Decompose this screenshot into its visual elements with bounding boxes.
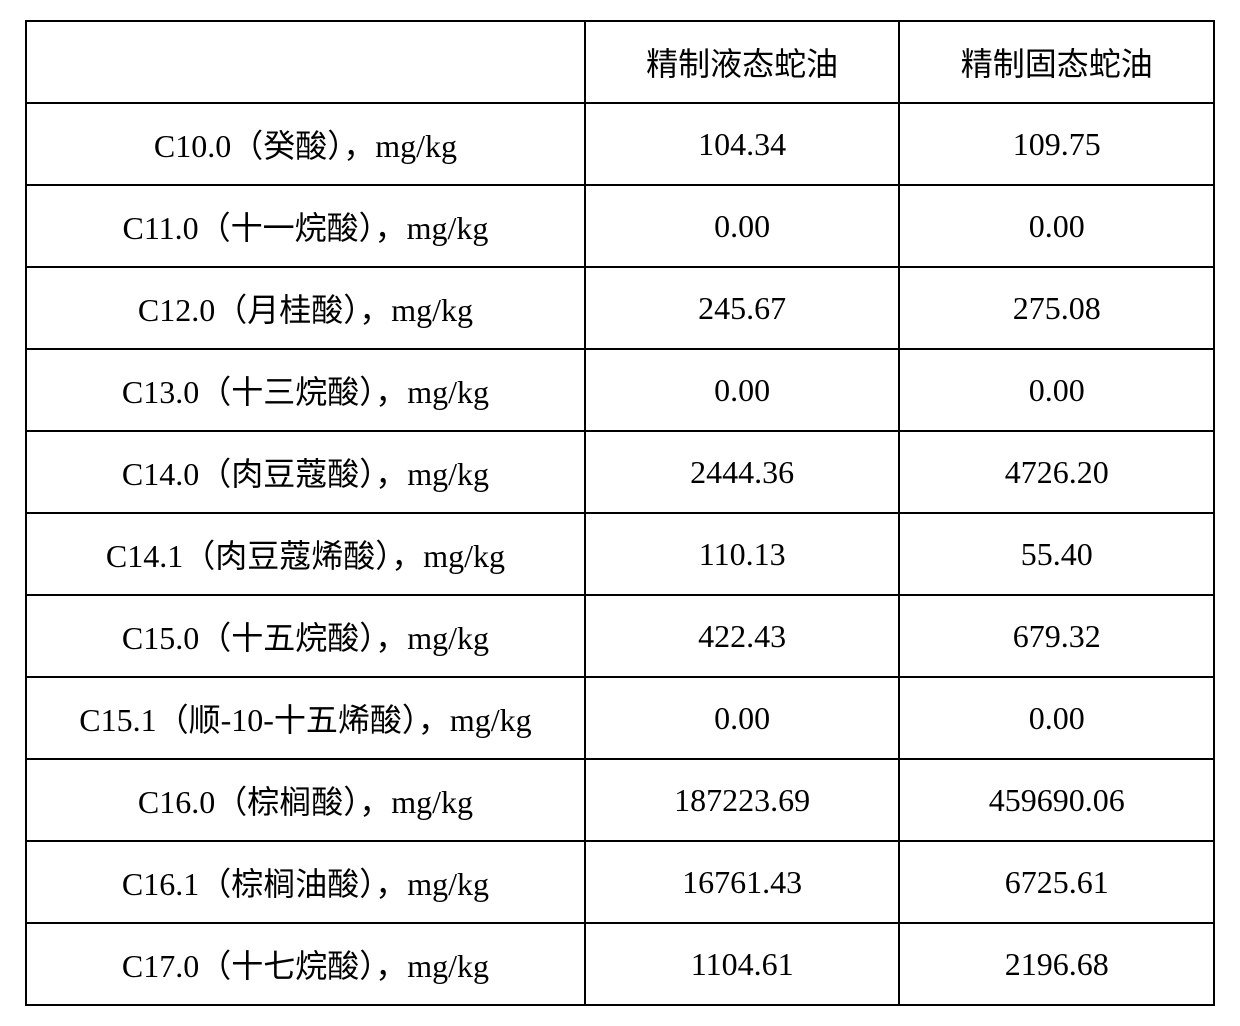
- cell-liquid: 422.43: [585, 595, 900, 677]
- cell-name: C15.1（顺-10-十五烯酸），mg/kg: [26, 677, 585, 759]
- cell-liquid: 1104.61: [585, 923, 900, 1005]
- table-row: C15.0（十五烷酸），mg/kg 422.43 679.32: [26, 595, 1214, 677]
- cell-name: C16.1（棕榈油酸），mg/kg: [26, 841, 585, 923]
- cell-liquid: 110.13: [585, 513, 900, 595]
- cell-solid: 0.00: [899, 677, 1214, 759]
- cell-solid: 109.75: [899, 103, 1214, 185]
- cell-solid: 2196.68: [899, 923, 1214, 1005]
- cell-name: C12.0（月桂酸），mg/kg: [26, 267, 585, 349]
- table-row: C12.0（月桂酸），mg/kg 245.67 275.08: [26, 267, 1214, 349]
- cell-name: C14.1（肉豆蔻烯酸），mg/kg: [26, 513, 585, 595]
- cell-liquid: 0.00: [585, 677, 900, 759]
- cell-name: C13.0（十三烷酸），mg/kg: [26, 349, 585, 431]
- table-row: C14.1（肉豆蔻烯酸），mg/kg 110.13 55.40: [26, 513, 1214, 595]
- cell-name: C16.0（棕榈酸），mg/kg: [26, 759, 585, 841]
- cell-solid: 4726.20: [899, 431, 1214, 513]
- col-header-name: [26, 21, 585, 103]
- fatty-acid-table: 精制液态蛇油 精制固态蛇油 C10.0（癸酸），mg/kg 104.34 109…: [25, 20, 1215, 1006]
- col-header-solid: 精制固态蛇油: [899, 21, 1214, 103]
- table-row: C14.0（肉豆蔻酸），mg/kg 2444.36 4726.20: [26, 431, 1214, 513]
- cell-name: C17.0（十七烷酸），mg/kg: [26, 923, 585, 1005]
- cell-liquid: 0.00: [585, 349, 900, 431]
- cell-solid: 0.00: [899, 349, 1214, 431]
- table-row: C15.1（顺-10-十五烯酸），mg/kg 0.00 0.00: [26, 677, 1214, 759]
- cell-liquid: 187223.69: [585, 759, 900, 841]
- cell-name: C11.0（十一烷酸），mg/kg: [26, 185, 585, 267]
- cell-solid: 6725.61: [899, 841, 1214, 923]
- table-row: C13.0（十三烷酸），mg/kg 0.00 0.00: [26, 349, 1214, 431]
- cell-solid: 275.08: [899, 267, 1214, 349]
- table-row: C17.0（十七烷酸），mg/kg 1104.61 2196.68: [26, 923, 1214, 1005]
- cell-solid: 679.32: [899, 595, 1214, 677]
- cell-liquid: 245.67: [585, 267, 900, 349]
- cell-solid: 0.00: [899, 185, 1214, 267]
- cell-liquid: 104.34: [585, 103, 900, 185]
- table-row: C16.1（棕榈油酸），mg/kg 16761.43 6725.61: [26, 841, 1214, 923]
- cell-solid: 459690.06: [899, 759, 1214, 841]
- cell-liquid: 2444.36: [585, 431, 900, 513]
- cell-solid: 55.40: [899, 513, 1214, 595]
- table-row: C10.0（癸酸），mg/kg 104.34 109.75: [26, 103, 1214, 185]
- cell-liquid: 16761.43: [585, 841, 900, 923]
- cell-name: C15.0（十五烷酸），mg/kg: [26, 595, 585, 677]
- cell-name: C10.0（癸酸），mg/kg: [26, 103, 585, 185]
- table-header-row: 精制液态蛇油 精制固态蛇油: [26, 21, 1214, 103]
- table-row: C16.0（棕榈酸），mg/kg 187223.69 459690.06: [26, 759, 1214, 841]
- cell-name: C14.0（肉豆蔻酸），mg/kg: [26, 431, 585, 513]
- cell-liquid: 0.00: [585, 185, 900, 267]
- table-row: C11.0（十一烷酸），mg/kg 0.00 0.00: [26, 185, 1214, 267]
- col-header-liquid: 精制液态蛇油: [585, 21, 900, 103]
